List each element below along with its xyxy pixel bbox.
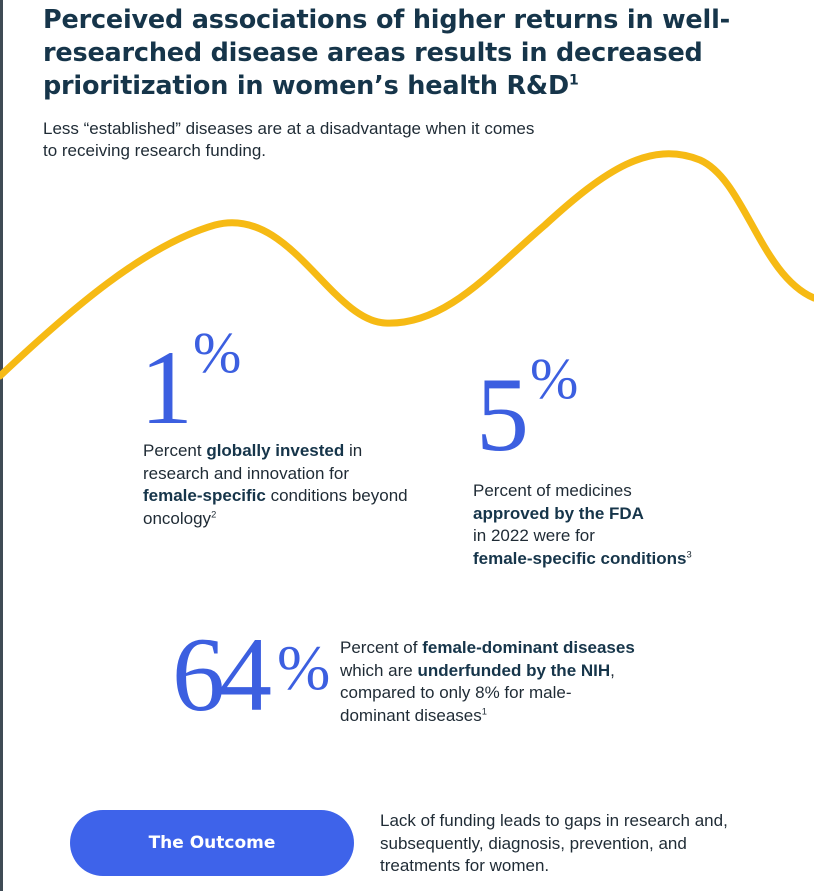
stat-2-percent-sign: % bbox=[530, 346, 579, 411]
stat-1-percent-sign: % bbox=[193, 320, 242, 385]
stat-3-desc-emphasis: underfunded by the NIH bbox=[417, 660, 611, 680]
stat-1-desc-text: in research and innovation for bbox=[143, 441, 363, 483]
stat-1-desc-emphasis: female-specific bbox=[143, 486, 266, 505]
page-subtitle: Less “established” diseases are at a dis… bbox=[43, 119, 535, 160]
stat-3-description: Percent of female-dominant diseases whic… bbox=[340, 637, 640, 727]
page-title-text: Perceived associations of higher returns… bbox=[43, 5, 730, 101]
stat-1-footnote-ref: 2 bbox=[211, 508, 217, 519]
wave-line bbox=[0, 150, 814, 380]
stat-3-desc-text: which are bbox=[340, 660, 418, 680]
stat-2-desc-text: Percent of medicines bbox=[473, 481, 632, 500]
stat-3-desc-text: , compared to only 8% for male-dominant … bbox=[340, 660, 615, 725]
title-footnote-ref: 1 bbox=[568, 72, 579, 89]
outcome-button[interactable]: The Outcome bbox=[70, 810, 354, 876]
stat-1-value: 1 bbox=[140, 329, 193, 446]
page-title: Perceived associations of higher returns… bbox=[43, 4, 803, 103]
stat-3-footnote-ref: 1 bbox=[481, 705, 487, 716]
page-left-border bbox=[0, 0, 3, 891]
outcome-description: Lack of funding leads to gaps in researc… bbox=[380, 811, 728, 875]
stat-3-percent-sign: % bbox=[277, 632, 331, 703]
stat-1-desc-emphasis: globally invested bbox=[206, 441, 345, 460]
stat-3-desc-emphasis: female-dominant diseases bbox=[422, 638, 635, 657]
stat-2-value: 5 bbox=[476, 356, 529, 473]
stat-2-desc-emphasis: female-specific conditions bbox=[473, 548, 687, 568]
stat-2-description: Percent of medicines approved by the FDA i… bbox=[473, 480, 803, 570]
stat-2-desc-text: in 2022 were for bbox=[473, 526, 595, 545]
stat-1-description: Percent globally invested in research an… bbox=[143, 440, 413, 530]
stat-3-value: 64 bbox=[172, 616, 272, 733]
stat-3-desc-text: Percent of bbox=[340, 638, 423, 657]
stat-1-desc-text: conditions beyond oncology bbox=[143, 486, 408, 528]
stat-2-footnote-ref: 3 bbox=[686, 548, 692, 559]
stat-1-desc-text: Percent bbox=[143, 441, 207, 460]
stat-2-desc-emphasis: approved by the FDA bbox=[473, 503, 644, 523]
